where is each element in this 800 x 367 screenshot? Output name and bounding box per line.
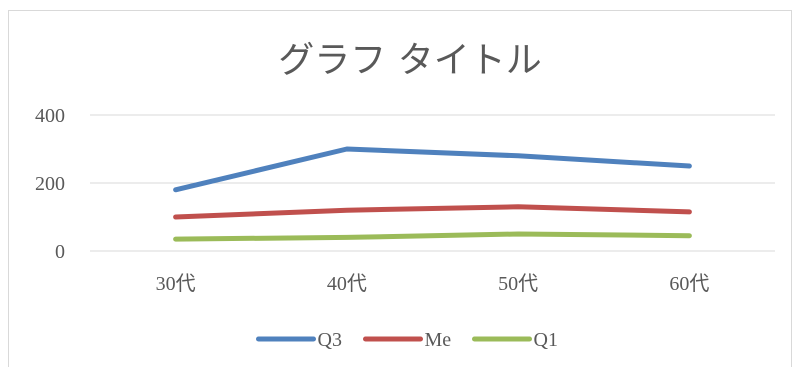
y-tick-label: 400 <box>35 105 65 127</box>
y-axis-ticks: 0 200 400 <box>35 105 65 263</box>
y-tick-label: 200 <box>35 173 65 195</box>
legend-label: Me <box>425 329 452 351</box>
legend-label: Q1 <box>534 329 558 351</box>
gridlines <box>90 114 775 252</box>
series-line-q1 <box>173 231 692 242</box>
chart-frame <box>8 10 792 367</box>
series-line-me <box>173 204 692 220</box>
series-lines <box>173 146 692 242</box>
legend: Q3 Me Q1 <box>256 329 558 351</box>
x-tick-label: 60代 <box>669 272 709 295</box>
x-tick-label: 50代 <box>498 272 538 295</box>
series-line-q3 <box>173 146 692 193</box>
y-tick-label: 0 <box>55 241 65 263</box>
legend-label: Q3 <box>318 329 342 351</box>
x-tick-label: 30代 <box>156 272 196 295</box>
x-tick-label: 40代 <box>327 272 367 295</box>
x-axis-ticks: 30代 40代 50代 60代 <box>156 272 710 295</box>
chart-title: グラフ タイトル <box>278 40 541 81</box>
